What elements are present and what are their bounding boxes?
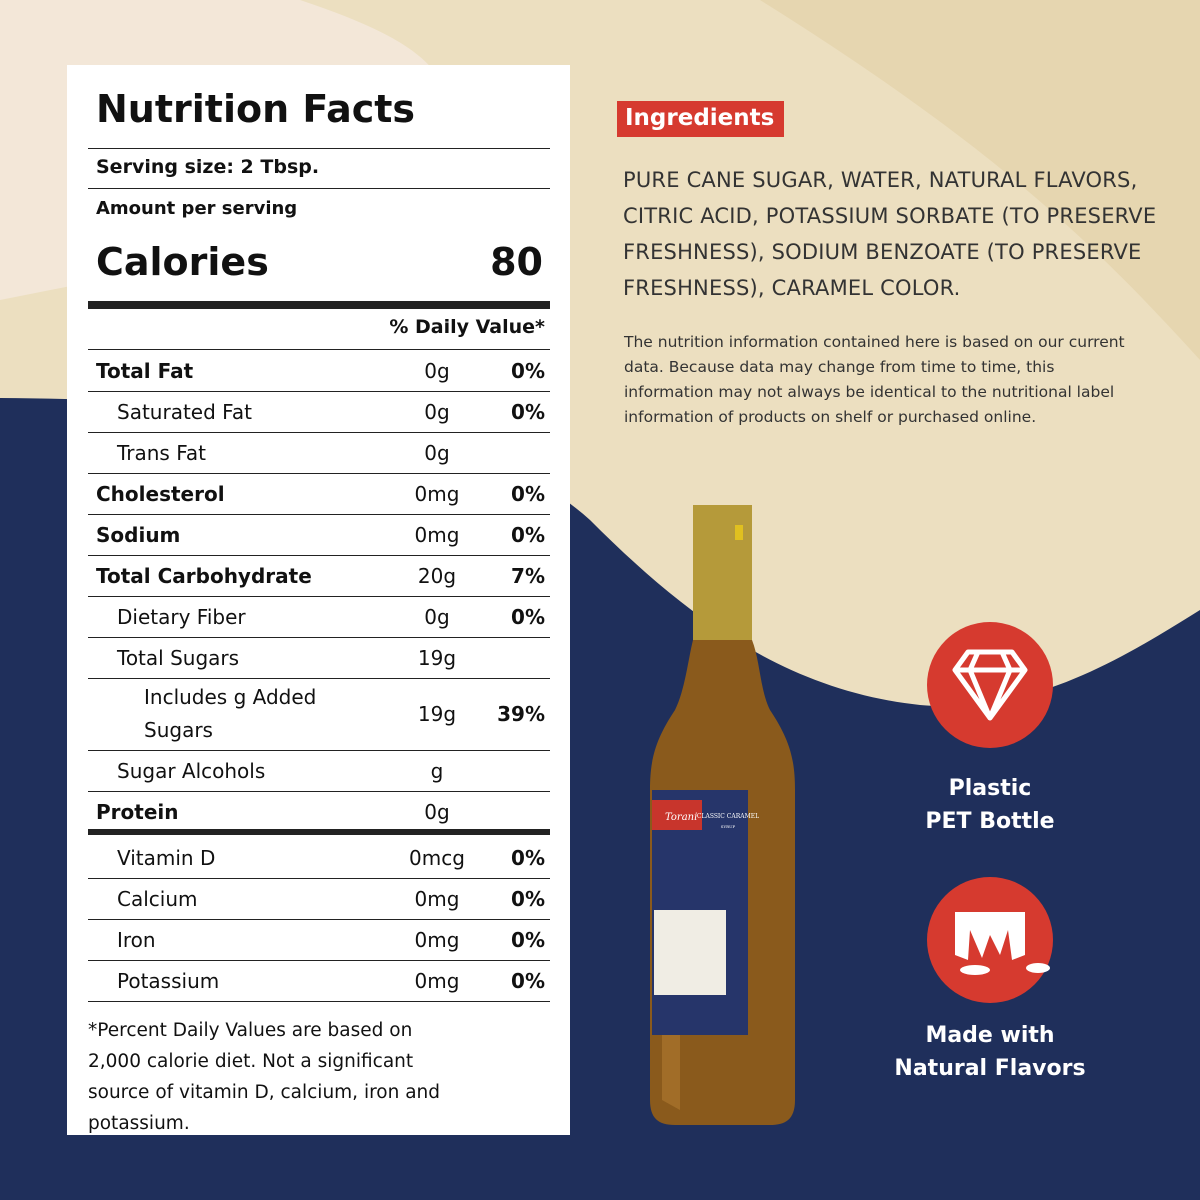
bottle-brand: Torani — [665, 812, 697, 823]
row-label: Total Sugars — [117, 645, 240, 670]
row-amount: 0g — [424, 604, 450, 629]
row-daily-value: 0% — [511, 886, 545, 911]
row-daily-value: 0% — [511, 604, 545, 629]
diamond-icon — [952, 649, 1028, 721]
label-logo — [652, 800, 702, 830]
rule — [88, 1001, 550, 1002]
row-label: Total Carbohydrate — [96, 563, 312, 588]
bottle-kind: SYRUP — [721, 824, 736, 829]
row-label: Cholesterol — [96, 481, 225, 506]
row-amount: 19g — [417, 702, 457, 726]
daily-value-header: % Daily Value* — [389, 316, 545, 338]
row-amount: g — [430, 758, 444, 783]
row-label: Total Fat — [96, 358, 194, 383]
bottle — [650, 505, 795, 1125]
row-amount: 0mg — [414, 522, 460, 547]
row-daily-value: 0% — [511, 968, 545, 993]
ingredients-text: PURE CANE SUGAR, WATER, NATURAL FLAVORS,… — [623, 168, 1157, 300]
rule — [88, 878, 550, 879]
row-label: Includes g Added Sugars — [144, 685, 317, 742]
row-amount: 0g — [424, 440, 450, 465]
row-label: Protein — [96, 799, 179, 824]
rule — [88, 960, 550, 961]
label-facts — [654, 910, 726, 995]
row-daily-value: 0% — [511, 399, 545, 424]
row-amount: 0mg — [414, 927, 460, 952]
badge-circle — [927, 877, 1053, 1003]
nutrition-title: Nutrition Facts — [96, 87, 416, 131]
rule — [88, 678, 550, 679]
row-label: Vitamin D — [117, 845, 216, 870]
row-daily-value: 0% — [511, 481, 545, 506]
badge-text: Made with — [925, 1023, 1055, 1048]
row-daily-value: 0% — [511, 358, 545, 383]
row-daily-value: 39% — [497, 702, 545, 726]
row-label: Potassium — [117, 968, 220, 993]
row-label: Iron — [117, 927, 156, 952]
rule — [88, 473, 550, 474]
row-daily-value: 0% — [511, 927, 545, 952]
melt-icon — [955, 912, 1025, 960]
row-amount: 19g — [417, 645, 457, 670]
cap-tab — [735, 525, 743, 540]
row-amount: 0mg — [414, 481, 460, 506]
drip — [1026, 963, 1050, 973]
bottle-flavor: CLASSIC CARAMEL — [697, 813, 759, 820]
row-amount: 0mg — [414, 968, 460, 993]
row-label: Calcium — [117, 886, 198, 911]
bottle-cap — [693, 505, 752, 640]
rule — [88, 188, 550, 189]
rule — [88, 432, 550, 433]
shade-swoosh — [760, 0, 1200, 360]
row-label: Saturated Fat — [117, 399, 252, 424]
row-amount: 0mcg — [409, 845, 465, 870]
row-label: Trans Fat — [117, 440, 206, 465]
ingredients-title: Ingredients — [617, 101, 785, 137]
rule — [88, 391, 550, 392]
calories-value: 80 — [490, 240, 543, 284]
rule — [88, 596, 550, 597]
row-daily-value: 7% — [511, 563, 545, 588]
nutrition-card: Nutrition Facts Serving size: 2 Tbsp. Am… — [67, 65, 570, 1135]
calories-label: Calories — [96, 240, 269, 284]
rule — [88, 791, 550, 792]
row-amount: 0g — [424, 799, 450, 824]
row-label: Dietary Fiber — [117, 604, 246, 629]
row-daily-value: 0% — [511, 845, 545, 870]
rule — [88, 919, 550, 920]
row-label: Sodium — [96, 522, 181, 547]
badge-text: Natural Flavors — [894, 1056, 1086, 1081]
rule — [88, 349, 550, 350]
row-amount: 0g — [424, 399, 450, 424]
row-daily-value: 0% — [511, 522, 545, 547]
rule — [88, 514, 550, 515]
amount-per-serving: Amount per serving — [96, 198, 298, 219]
thick-rule — [88, 301, 550, 309]
badge-text: Plastic — [948, 776, 1032, 801]
rule — [88, 148, 550, 149]
badge-circle — [927, 622, 1053, 748]
row-label: Sugar Alcohols — [117, 758, 266, 783]
row-amount: 0mg — [414, 886, 460, 911]
badge-text: PET Bottle — [925, 809, 1055, 834]
rule — [88, 750, 550, 751]
rule — [88, 555, 550, 556]
thick-rule — [88, 829, 550, 835]
row-amount: 0g — [424, 358, 450, 383]
row-amount: 20g — [417, 563, 457, 588]
rule — [88, 637, 550, 638]
nutrition-note: The nutrition information contained here… — [624, 333, 1125, 426]
serving-size: Serving size: 2 Tbsp. — [96, 156, 320, 178]
footnote: *Percent Daily Values are based on 2,000… — [88, 1020, 441, 1134]
drip — [960, 965, 990, 975]
